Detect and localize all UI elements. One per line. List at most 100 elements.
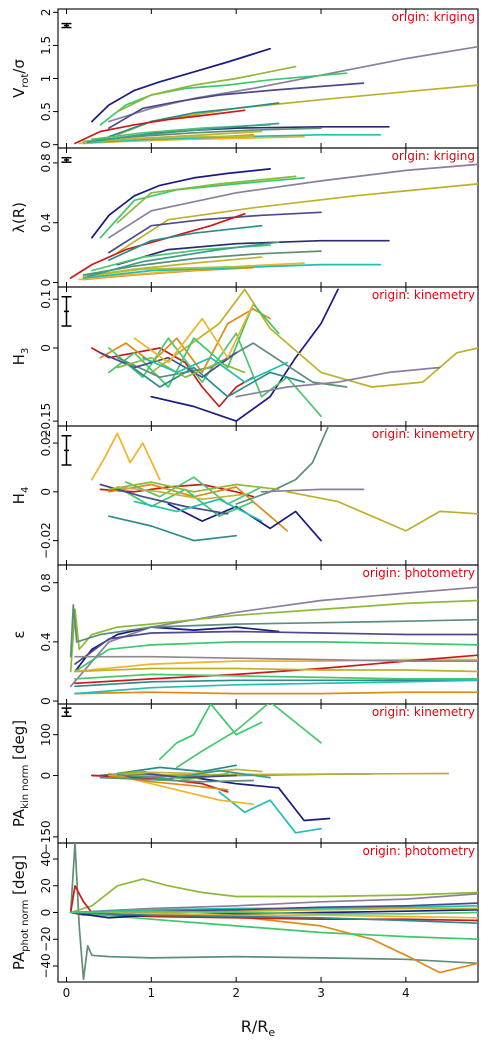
series-group <box>91 704 450 834</box>
y-tick-label: 20 <box>39 878 53 893</box>
y-axis-label-post: [deg] <box>10 855 28 900</box>
origin-annotation: origin: kinemetry <box>372 288 475 302</box>
series-line-10 <box>99 483 229 515</box>
series-line-7 <box>108 224 263 261</box>
y-tick-label: 0.8 <box>39 153 53 172</box>
series-line-8 <box>69 907 478 914</box>
y-axis-label-main: PA <box>10 951 28 970</box>
series-line-9 <box>74 679 478 688</box>
series-line-16 <box>86 241 280 278</box>
y-axis-label: Vrot/σ <box>10 59 31 98</box>
series-line-14 <box>116 769 271 780</box>
series-line-12 <box>78 262 305 281</box>
series-line-13 <box>108 768 263 777</box>
y-tick-label: 1.5 <box>39 36 53 55</box>
panel-frame <box>57 286 479 427</box>
error-bar <box>61 156 72 163</box>
y-tick-label: 40 <box>39 851 53 866</box>
series-line-15 <box>82 130 263 143</box>
y-tick-label: 0 <box>39 344 53 352</box>
y-axis-label-post: [deg] <box>10 720 28 765</box>
series-line-11 <box>74 679 478 695</box>
series-line-4 <box>235 426 330 505</box>
series-line-1 <box>108 45 478 123</box>
series-line-3 <box>167 503 322 542</box>
series-line-4 <box>69 892 478 914</box>
y-axis-label-sub: 3 <box>20 348 31 354</box>
series-line-11 <box>69 911 478 925</box>
series-group <box>69 843 478 981</box>
origin-annotation: origin: photometry <box>363 566 475 580</box>
series-line-13 <box>74 655 478 662</box>
origin-annotation: origin: kriging <box>392 10 475 24</box>
series-line-15 <box>82 256 263 278</box>
y-tick-label: 1 <box>39 75 53 83</box>
y-tick-label: 0.5 <box>39 102 53 121</box>
series-line-5 <box>74 641 478 673</box>
series-line-12 <box>74 667 478 673</box>
y-axis-label: H4 <box>10 487 31 505</box>
y-tick-label: 0.02 <box>39 430 53 457</box>
y-axis-label-main: V <box>10 87 28 98</box>
series-line-10 <box>74 673 478 680</box>
series-group <box>91 288 478 422</box>
series-line-7 <box>108 515 238 542</box>
series-line-12 <box>141 356 288 383</box>
y-axis-label: PAkin norm [deg] <box>10 720 31 827</box>
series-line-2 <box>108 483 288 532</box>
series-line-2 <box>150 288 339 422</box>
series-line-2 <box>99 72 348 126</box>
error-bar <box>61 435 72 466</box>
series-line-8 <box>116 239 390 266</box>
series-line-3 <box>116 65 297 113</box>
y-tick-label: −0.02 <box>39 522 53 559</box>
y-tick-label: 100 <box>39 723 53 746</box>
series-line-8 <box>74 691 478 695</box>
panel-pa-kin: 100 0 −150 PAkin norm [deg] origin: kinemetr… <box>10 703 479 853</box>
x-tick-label: 2 <box>232 986 240 1000</box>
panel-lambda: 0 0.4 0.8 λ(R) origin: kriging <box>10 147 479 288</box>
x-axis-label-sub: e <box>268 1026 275 1039</box>
y-axis-label: λ(R) <box>10 202 28 233</box>
series-line-11 <box>108 481 280 493</box>
error-bar <box>61 296 72 327</box>
y-axis-label-sub: kin norm <box>20 765 31 809</box>
y-axis-label-post: /σ <box>10 59 28 74</box>
series-group <box>69 163 478 281</box>
series-line-13 <box>82 263 382 279</box>
series-line-0 <box>91 168 271 239</box>
origin-annotation: origin: photometry <box>363 844 475 858</box>
series-line-5 <box>260 488 365 493</box>
series-line-0 <box>91 47 271 123</box>
y-tick-label: 0.1 <box>39 290 53 309</box>
origin-annotation: origin: kinemetry <box>372 427 475 441</box>
series-line-7 <box>235 366 441 398</box>
y-tick-label: 0.4 <box>39 213 53 232</box>
x-tick-label: 0 <box>63 986 71 1000</box>
panel-pa-phot: 40 20 0 −20−40 PAphot norm [deg] origin: phot… <box>10 842 479 983</box>
panel-h4: 0.02 0 −0.02 H4 origin: kinemetry <box>10 425 479 566</box>
series-line-13 <box>116 486 246 501</box>
series-line-11 <box>99 776 255 783</box>
y-tick-label: 0 <box>39 909 53 917</box>
y-axis-label-sub: rot <box>20 74 31 88</box>
series-line-10 <box>69 911 478 919</box>
series-line-6 <box>286 490 478 532</box>
y-tick-label: 0 <box>39 772 53 780</box>
y-tick-label: 0 <box>39 279 53 287</box>
y-tick-label: −40 <box>39 953 53 978</box>
y-tick-label: 0.8 <box>39 573 53 592</box>
series-line-1 <box>99 483 255 498</box>
series-line-1 <box>69 878 478 914</box>
series-line-0 <box>69 586 478 688</box>
series-group <box>74 45 478 145</box>
series-line-1 <box>108 163 478 239</box>
series-line-8 <box>99 351 238 379</box>
error-bar <box>61 707 72 718</box>
y-axis-label-main: PA <box>10 808 28 827</box>
y-tick-label: −20 <box>39 927 53 952</box>
series-line-1 <box>175 704 322 769</box>
y-axis-label-sub: 4 <box>20 487 31 493</box>
series-line-4 <box>108 82 365 129</box>
